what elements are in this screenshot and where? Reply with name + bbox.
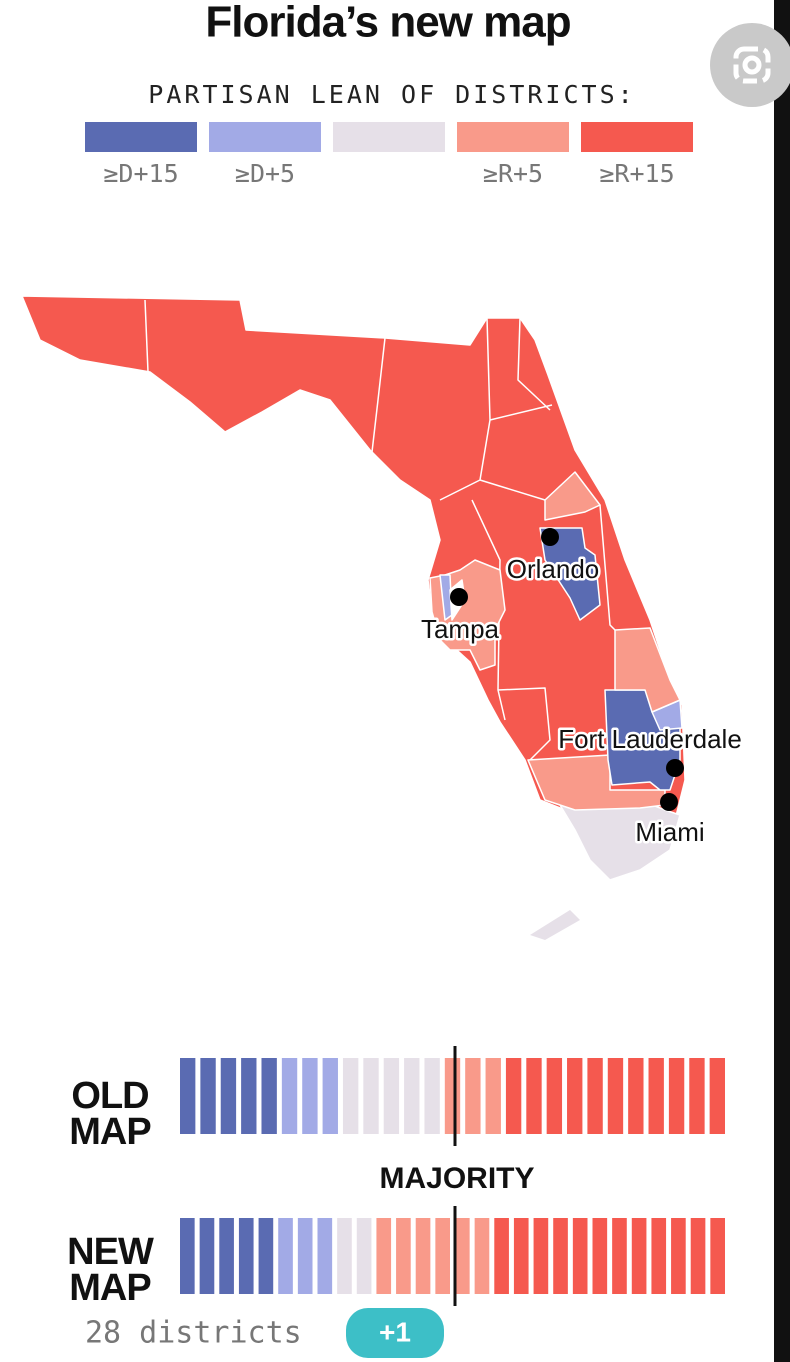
legend-label: ≥D+5	[235, 159, 295, 188]
district-strip	[631, 1218, 647, 1294]
city-label: Orlando	[507, 554, 600, 584]
district-strip	[396, 1218, 411, 1294]
legend-title: PARTISAN LEAN OF DISTRICTS:	[148, 80, 635, 109]
district-strip	[444, 1058, 461, 1134]
district-strip	[220, 1058, 237, 1134]
district-strip	[494, 1218, 509, 1294]
district-strip	[322, 1058, 338, 1134]
district-strip	[219, 1218, 234, 1294]
district-strip	[258, 1218, 274, 1294]
district-strip	[238, 1218, 254, 1294]
lens-button[interactable]	[710, 23, 790, 107]
city-dot	[450, 588, 468, 606]
city-label: Fort Lauderdale	[558, 724, 742, 754]
district-border	[144, 299, 616, 761]
district-strip	[317, 1218, 333, 1294]
district-strip	[297, 1218, 313, 1294]
district-strip	[404, 1058, 420, 1134]
district-strip	[376, 1218, 392, 1294]
district-strip	[513, 1218, 529, 1294]
legend-swatch	[209, 122, 321, 152]
district	[614, 627, 681, 713]
district-strip	[572, 1218, 588, 1294]
district-strip	[533, 1218, 549, 1294]
city-label: Tampa	[421, 614, 500, 644]
screen-edge	[774, 0, 790, 1362]
district-strip	[474, 1218, 490, 1294]
district-strip	[342, 1058, 359, 1134]
district-strip	[180, 1218, 195, 1294]
lens-icon-dot	[742, 55, 762, 75]
state-base	[21, 295, 686, 841]
city-dot	[541, 528, 559, 546]
title: Florida’s new map	[205, 0, 570, 47]
district-strip	[628, 1058, 644, 1134]
legend-swatch	[581, 122, 693, 152]
district-strip	[415, 1218, 431, 1294]
district-strip	[592, 1218, 608, 1294]
legend-swatch	[457, 122, 569, 152]
district-strip	[485, 1058, 501, 1134]
district-strip	[200, 1058, 216, 1134]
district-strip	[465, 1058, 481, 1134]
change-badge	[346, 1308, 444, 1358]
district-strip	[180, 1058, 196, 1134]
district	[544, 471, 601, 521]
legend-swatch	[85, 122, 197, 152]
district-strip	[587, 1058, 603, 1134]
district-strip	[363, 1058, 379, 1134]
district-strip	[424, 1058, 440, 1134]
district-strip	[199, 1218, 215, 1294]
district-strip	[455, 1218, 470, 1294]
district-strip	[651, 1218, 667, 1294]
district-strip	[356, 1218, 372, 1294]
majority-label: MAJORITY	[379, 1162, 534, 1195]
district	[539, 527, 601, 621]
change-label: +1	[379, 1316, 411, 1347]
district-strip	[278, 1218, 293, 1294]
footer: 28 districts	[85, 1316, 302, 1351]
city-label: Miami	[635, 817, 704, 847]
legend-label: ≥R+5	[483, 159, 543, 188]
city-dot	[660, 793, 678, 811]
district-strips	[180, 1046, 725, 1306]
keys	[530, 910, 580, 940]
district-strip	[281, 1058, 298, 1134]
legend-label: ≥D+15	[103, 159, 178, 188]
district-strip	[526, 1058, 542, 1134]
row-label: NEW MAP	[67, 1231, 154, 1309]
legend: ≥D+15 ≥D+5 ≥R+5 ≥R+15	[85, 122, 693, 188]
district-strip	[648, 1058, 664, 1134]
district-strip	[567, 1058, 583, 1134]
florida-map	[21, 295, 686, 940]
district-strip	[607, 1058, 624, 1134]
lens-icon	[733, 46, 771, 84]
district-strip	[710, 1218, 725, 1294]
district-strip	[505, 1058, 522, 1134]
district-strip	[709, 1058, 725, 1134]
city-dot	[666, 759, 684, 777]
legend-swatch	[333, 122, 445, 152]
district-strip	[546, 1058, 563, 1134]
district-strip	[690, 1218, 706, 1294]
district-strip	[612, 1218, 627, 1294]
district-strip	[241, 1058, 257, 1134]
district-strip	[383, 1058, 400, 1134]
legend-label: ≥R+15	[599, 159, 674, 188]
district-strip	[261, 1058, 277, 1134]
district-strip	[553, 1218, 568, 1294]
district-strip	[671, 1218, 686, 1294]
district-strip	[668, 1058, 685, 1134]
district-strip	[689, 1058, 705, 1134]
district-strip	[302, 1058, 318, 1134]
district-strip	[435, 1218, 450, 1294]
row-label: OLD MAP	[69, 1075, 151, 1153]
district-strip	[337, 1218, 352, 1294]
